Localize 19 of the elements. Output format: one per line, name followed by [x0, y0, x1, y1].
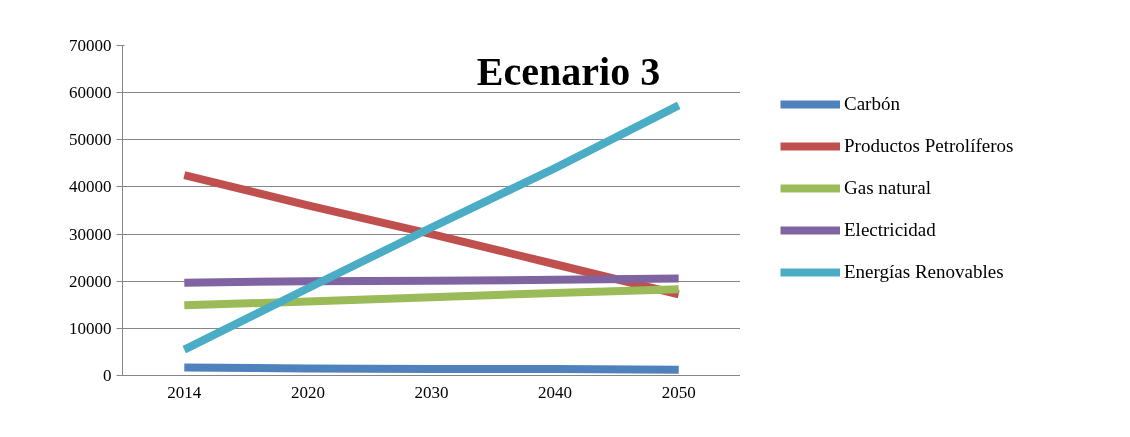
x-tick-label: 2030 [414, 382, 449, 402]
x-tick-label: 2040 [538, 382, 573, 402]
y-tick-label: 10000 [69, 318, 112, 338]
x-tick-label: 2050 [661, 382, 696, 402]
legend-label: Electricidad [844, 219, 936, 241]
y-tick-label: 40000 [69, 177, 112, 197]
legend-label: Energías Renovables [844, 261, 1004, 283]
legend-label: Productos Petrolíferos [844, 135, 1014, 157]
x-tick-label: 2020 [290, 382, 325, 402]
legend-label: Carbón [844, 93, 900, 115]
y-tick-label: 30000 [69, 224, 112, 244]
chart-title: Ecenario 3 [476, 49, 661, 95]
y-tick-label: 50000 [69, 130, 112, 150]
legend-label: Gas natural [844, 177, 932, 199]
y-tick-label: 70000 [69, 36, 112, 55]
x-tick-label: 2014 [167, 382, 202, 402]
y-tick-label: 0 [103, 366, 112, 385]
y-tick-label: 60000 [69, 83, 112, 103]
y-tick-label: 20000 [69, 271, 112, 291]
